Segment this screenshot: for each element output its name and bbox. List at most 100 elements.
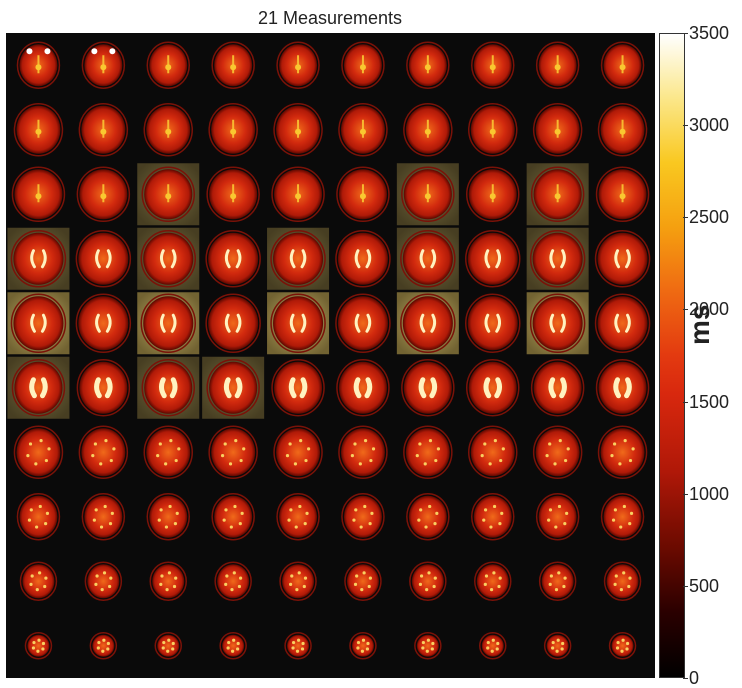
brain-slice-image [396,227,459,290]
brain-slice-image [273,425,323,479]
brain-slice-image [595,359,650,417]
brain-slice-image [284,632,312,660]
brain-slice-image [137,227,200,290]
brain-slice-image [409,561,447,601]
brain-slice-image [594,230,651,288]
brain-slice-image [146,41,190,89]
brain-slice-image [81,41,126,89]
colorbar-tick-mark [683,125,688,127]
brain-slice-image [75,230,132,288]
brain-slice-image [466,166,520,222]
colorbar-unit-label: ms [684,304,715,345]
brain-slice-image [335,230,391,288]
colorbar [659,33,685,678]
brain-slice-image [137,292,200,355]
brain-slice-image [471,493,515,541]
brain-slice-image [406,493,450,541]
brain-slice-image [143,103,193,157]
brain-slice-image [401,359,455,417]
brain-slice-image [202,356,265,419]
brain-slice-image [335,293,391,353]
colorbar-tick-mark [683,585,688,587]
brain-slice-image [75,293,132,353]
brain-slice-image [89,632,118,660]
brain-slice-image [78,425,129,479]
brain-slice-image [538,561,577,601]
colorbar-tick-label: 2000 [689,299,730,320]
brain-slice-image [530,359,585,417]
brain-slice-image [479,632,507,660]
brain-slice-image [526,163,589,226]
brain-slice-image [406,41,450,89]
brain-slice-image [208,425,258,479]
brain-slice-image [344,561,382,601]
brain-slice-image [7,227,70,290]
brain-slice-image [603,561,642,601]
brain-slice-image [137,163,200,226]
brain-slice-image [19,561,58,601]
brain-slice-image [468,425,518,479]
brain-slice-image [24,632,53,660]
brain-slice-image [600,493,645,541]
brain-slice-image [341,41,385,89]
brain-slice-image [465,230,521,288]
colorbar-tick-label: 2500 [689,207,730,228]
colorbar-tick-label: 1000 [689,483,730,504]
brain-slice-image [535,41,580,89]
brain-slice-image [336,166,390,222]
brain-slice-image [271,166,325,222]
brain-slice-image [13,425,64,479]
brain-slice-image [338,103,388,157]
brain-slice-image [146,493,190,541]
brain-slice-image [154,632,182,660]
brain-slice-image [597,103,648,157]
brain-slice-image [13,103,64,157]
brain-slice-image [149,561,187,601]
brain-slice-image [338,425,388,479]
brain-slice-image [336,359,390,417]
brain-slice-image [600,41,645,89]
brain-slice-image [414,632,442,660]
brain-slice-image [76,359,131,417]
colorbar-tick-label: 3500 [689,23,730,43]
brain-slice-image [16,41,61,89]
image-montage [6,33,655,678]
brain-slice-image [526,292,589,355]
colorbar-tick-label: 3000 [689,115,730,136]
brain-slice-image [214,561,252,601]
brain-slice-image [471,41,515,89]
brain-slice-image [7,292,70,355]
colorbar-tick-mark [683,401,688,403]
brain-slice-image [543,632,572,660]
brain-slice-image [143,425,193,479]
brain-slice-image [205,230,261,288]
brain-slice-image [211,493,255,541]
brain-slice-image [465,293,521,353]
colorbar-tick-mark [683,678,688,679]
brain-slice-image [597,425,648,479]
brain-slice-image [594,293,651,353]
colorbar-tick-mark [683,493,688,495]
colorbar-tick-label: 1500 [689,391,730,412]
brain-slice-image [341,493,385,541]
brain-slice-image [81,493,126,541]
brain-slice-image [526,227,589,290]
colorbar-tick-mark [683,217,688,219]
brain-slice-image [78,103,129,157]
colorbar-tick-label: 0 [689,668,700,688]
brain-slice-image [403,425,453,479]
brain-slice-image [16,493,61,541]
montage-svg [7,41,651,660]
brain-slice-image [474,561,512,601]
brain-slice-image [608,632,637,660]
brain-slice-image [279,561,317,601]
brain-slice-image [396,292,459,355]
brain-slice-image [211,41,255,89]
brain-slice-image [84,561,123,601]
brain-slice-image [535,493,580,541]
brain-slice-image [7,356,70,419]
colorbar-tick-mark [683,309,688,311]
colorbar-tick-label: 500 [689,575,720,596]
brain-slice-image [466,359,520,417]
brain-slice-image [267,227,330,290]
